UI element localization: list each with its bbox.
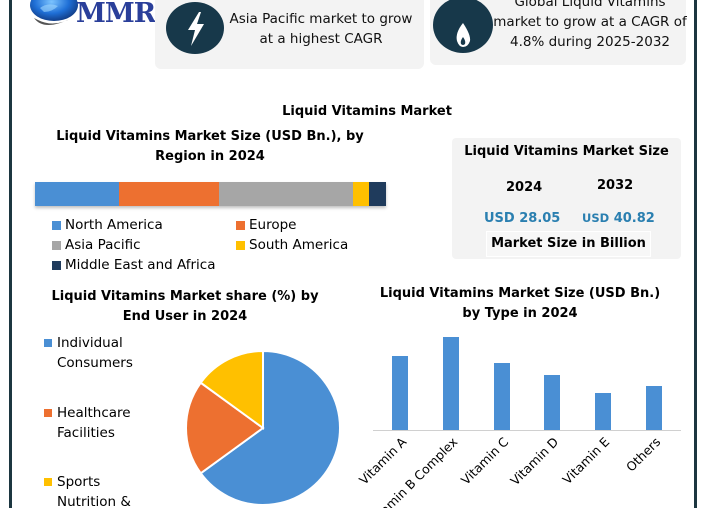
left-frame-border xyxy=(9,0,12,508)
mmr-logo: MMR xyxy=(14,0,156,34)
legend-item-europe: Europe xyxy=(236,217,296,233)
stack-segment-europe xyxy=(119,182,220,206)
page-title: Liquid Vitamins Market xyxy=(282,104,452,119)
x-axis-line xyxy=(373,430,681,431)
highlight-card-cagr: Global Liquid Vitamins market to grow at… xyxy=(430,0,687,65)
market-size-title: Liquid Vitamins Market Size xyxy=(464,144,669,159)
bar-vitamin-e xyxy=(595,393,611,430)
bar-vitamin-b-complex xyxy=(443,337,459,430)
legend-item-north-america: North America xyxy=(52,217,163,233)
region-chart-title: Liquid Vitamins Market Size (USD Bn.), b… xyxy=(56,129,364,164)
bar-others xyxy=(646,386,662,430)
flame-icon xyxy=(433,0,493,53)
lightning-bolt-icon xyxy=(166,2,224,54)
end-user-pie-chart xyxy=(185,349,341,506)
type-chart-title: Liquid Vitamins Market Size (USD Bn.) by… xyxy=(379,286,661,321)
year-2032-label: 2032 xyxy=(597,178,634,193)
legend-swatch xyxy=(44,478,52,486)
globe-icon xyxy=(30,0,78,25)
legend-swatch xyxy=(236,220,245,230)
market-size-footer: Market Size in Billion xyxy=(486,231,651,257)
legend-item-healthcare-facilities: Healthcare Facilities xyxy=(44,403,144,443)
bar-vitamin-d xyxy=(544,375,560,430)
legend-item-asia-pacific: Asia Pacific xyxy=(52,237,141,253)
highlight-card-asia-pacific: Asia Pacific market to grow at a highest… xyxy=(155,0,424,69)
pie-slice-sports-nutrition xyxy=(199,349,264,430)
highlight-text-1: Asia Pacific market to grow at a highest… xyxy=(229,11,413,47)
legend-swatch xyxy=(52,260,61,270)
stack-segment-middle-east-and-africa xyxy=(369,182,386,206)
type-bar-chart xyxy=(373,330,681,430)
legend-item-individual-consumers: Individual Consumers xyxy=(44,333,144,373)
value-2024: USD 28.05 xyxy=(484,211,561,226)
legend-item-middle-east-africa: Middle East and Africa xyxy=(52,257,216,273)
stack-segment-north-america xyxy=(35,182,120,206)
legend-swatch xyxy=(52,240,61,250)
region-stacked-bar xyxy=(35,182,386,206)
legend-swatch xyxy=(236,240,245,250)
value-2032-currency: USD xyxy=(582,211,610,225)
right-frame-border xyxy=(694,0,697,508)
year-2024-label: 2024 xyxy=(506,180,543,195)
highlight-text-2: Global Liquid Vitamins market to grow at… xyxy=(493,0,687,50)
bar-vitamin-c xyxy=(494,363,510,430)
bar-vitamin-a xyxy=(392,356,408,430)
value-2032-amount: 40.82 xyxy=(613,211,655,226)
pie-slice-healthcare-facilities xyxy=(185,381,265,475)
market-size-card: Liquid Vitamins Market Size 2024 2032 US… xyxy=(452,138,681,259)
logo-text: MMR xyxy=(76,0,156,29)
legend-swatch xyxy=(52,220,61,230)
pie-slice-individual-consumers xyxy=(199,349,341,506)
legend-item-sports-nutrition: Sports Nutrition & xyxy=(44,472,144,508)
legend-swatch xyxy=(44,409,52,417)
legend-swatch xyxy=(44,339,52,347)
pie-chart-title: Liquid Vitamins Market share (%) by End … xyxy=(51,289,319,324)
stack-segment-south-america xyxy=(352,182,370,206)
stack-segment-asia-pacific xyxy=(219,182,353,206)
legend-item-south-america: South America xyxy=(236,237,348,253)
value-2032: USD 40.82 xyxy=(582,211,655,226)
